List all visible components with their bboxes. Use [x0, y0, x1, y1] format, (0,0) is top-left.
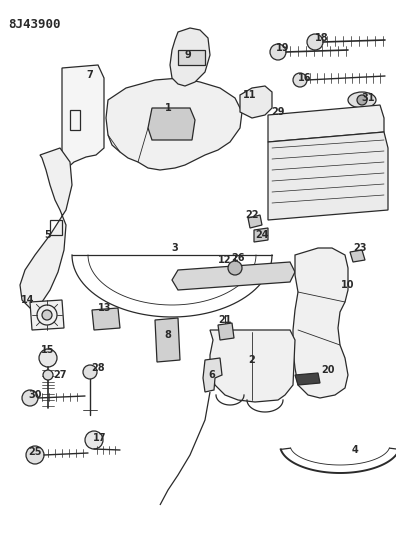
Polygon shape [240, 86, 272, 118]
Polygon shape [20, 148, 72, 308]
Polygon shape [170, 28, 210, 86]
Circle shape [39, 349, 57, 367]
Text: 20: 20 [321, 365, 335, 375]
Text: 9: 9 [185, 50, 191, 60]
Text: 10: 10 [341, 280, 355, 290]
Text: 17: 17 [93, 433, 107, 443]
Text: 30: 30 [28, 390, 42, 400]
Circle shape [357, 95, 367, 105]
Polygon shape [106, 78, 242, 170]
Polygon shape [248, 215, 262, 228]
Text: 27: 27 [53, 370, 67, 380]
Text: 5: 5 [45, 230, 51, 240]
Circle shape [43, 370, 53, 380]
Text: 21: 21 [218, 315, 232, 325]
Text: 22: 22 [245, 210, 259, 220]
Polygon shape [218, 323, 234, 340]
Circle shape [293, 73, 307, 87]
Text: 1: 1 [165, 103, 171, 113]
Circle shape [83, 365, 97, 379]
Text: 6: 6 [209, 370, 215, 380]
Polygon shape [268, 105, 384, 142]
Polygon shape [203, 358, 222, 392]
Polygon shape [148, 108, 195, 140]
Text: 19: 19 [276, 43, 290, 53]
Text: 18: 18 [315, 33, 329, 43]
Text: 29: 29 [271, 107, 285, 117]
Text: 25: 25 [28, 447, 42, 457]
Text: 23: 23 [353, 243, 367, 253]
Circle shape [228, 261, 242, 275]
Text: 4: 4 [352, 445, 358, 455]
Text: 24: 24 [255, 230, 269, 240]
Polygon shape [268, 132, 388, 220]
Polygon shape [254, 228, 268, 242]
Polygon shape [30, 300, 64, 330]
Text: 16: 16 [298, 73, 312, 83]
Text: 8: 8 [165, 330, 171, 340]
Text: 12: 12 [218, 255, 232, 265]
Text: 3: 3 [171, 243, 178, 253]
Polygon shape [178, 50, 205, 65]
Polygon shape [172, 262, 295, 290]
Polygon shape [210, 330, 295, 402]
Text: 13: 13 [98, 303, 112, 313]
Text: 7: 7 [87, 70, 93, 80]
Circle shape [26, 446, 44, 464]
Polygon shape [350, 250, 365, 262]
Polygon shape [155, 318, 180, 362]
Circle shape [270, 44, 286, 60]
Text: 28: 28 [91, 363, 105, 373]
Text: 15: 15 [41, 345, 55, 355]
Text: 31: 31 [361, 93, 375, 103]
Text: 11: 11 [243, 90, 257, 100]
Text: 26: 26 [231, 253, 245, 263]
Text: 2: 2 [249, 355, 255, 365]
Polygon shape [62, 65, 104, 170]
Polygon shape [92, 308, 120, 330]
Text: 14: 14 [21, 295, 35, 305]
Polygon shape [295, 373, 320, 385]
Circle shape [307, 34, 323, 50]
Circle shape [22, 390, 38, 406]
Circle shape [85, 431, 103, 449]
Text: 8J43900: 8J43900 [8, 18, 61, 31]
Ellipse shape [348, 92, 376, 108]
Circle shape [42, 310, 52, 320]
Polygon shape [293, 248, 348, 398]
